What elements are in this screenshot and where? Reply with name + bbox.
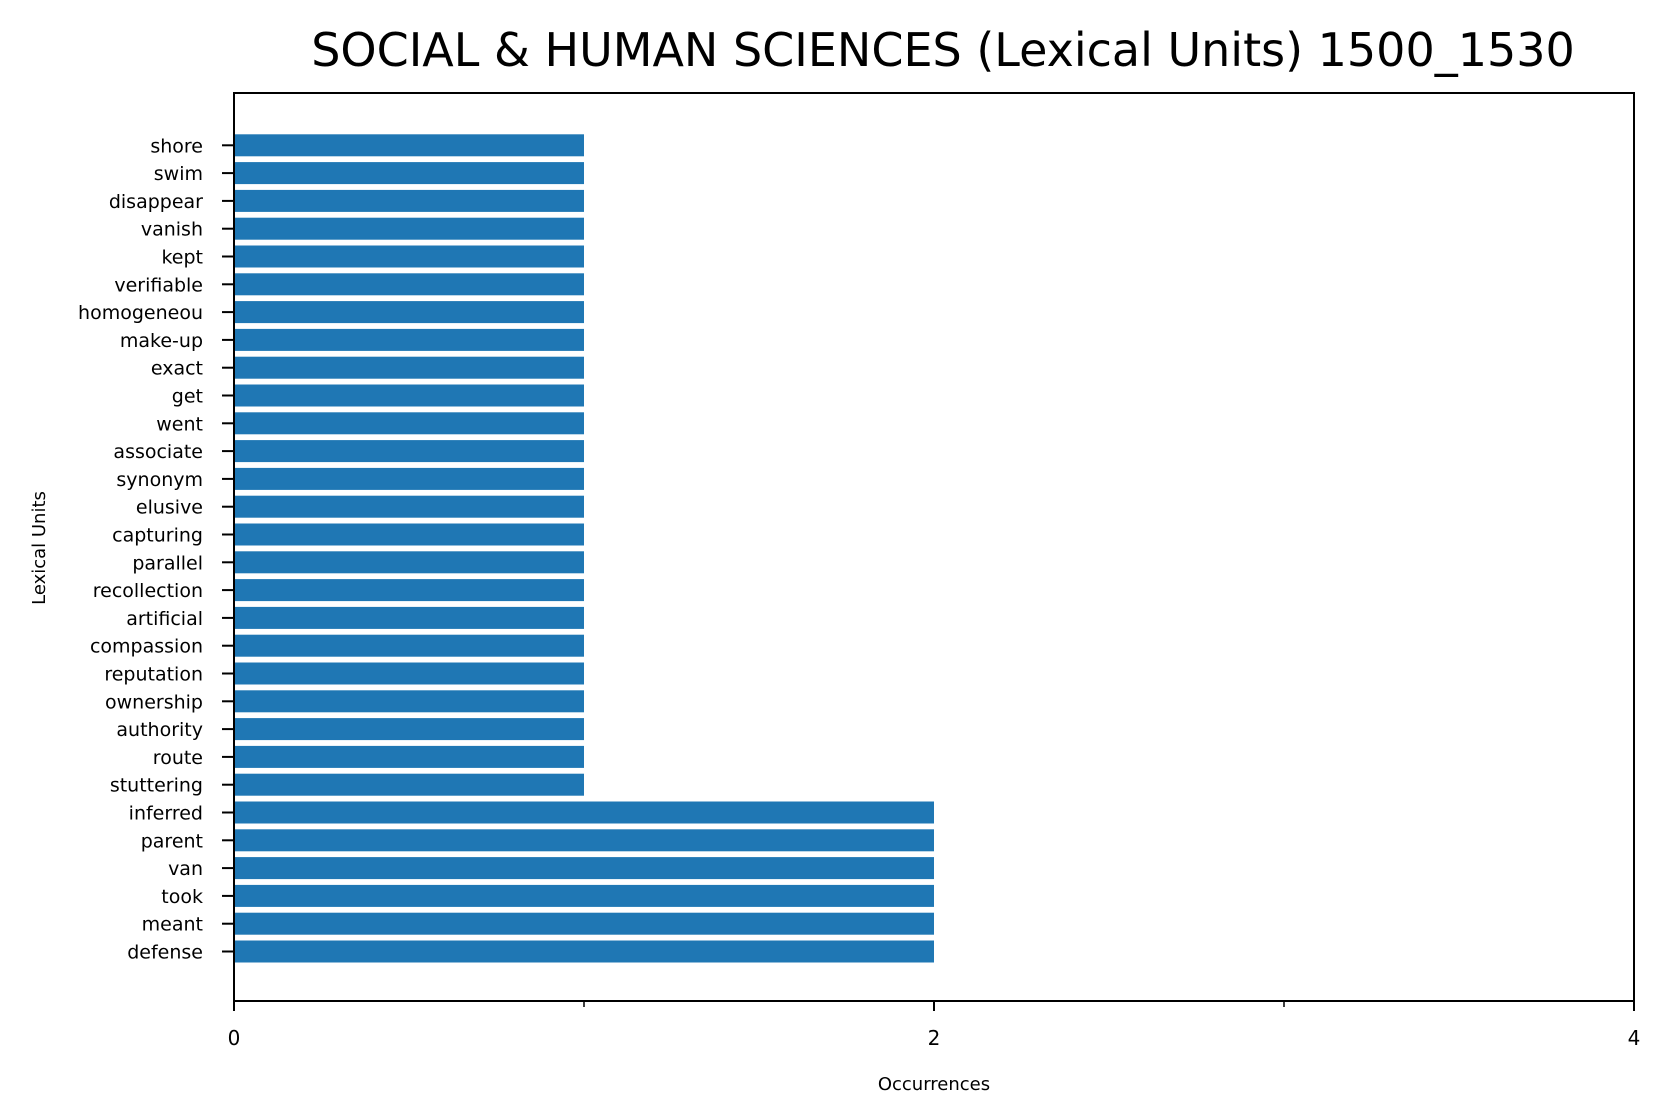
bar-homogeneou — [234, 301, 584, 324]
x-tick-label: 4 — [1628, 1026, 1641, 1050]
y-tick-label: get — [172, 386, 203, 408]
bar-inferred — [234, 801, 934, 824]
y-tick-label: synonym — [116, 469, 203, 491]
y-tick-label: took — [161, 886, 203, 908]
y-tick-label: authority — [116, 719, 203, 741]
bar-reputation — [234, 662, 584, 685]
bar-verifiable — [234, 273, 584, 296]
y-ticks-group: defense meant took van parent inferred stutter… — [78, 135, 234, 964]
bar-recollection — [234, 579, 584, 602]
bar-artificial — [234, 606, 584, 629]
bar-van — [234, 857, 934, 880]
bar-capturing — [234, 523, 584, 546]
bar-vanish — [234, 217, 584, 240]
y-tick-label: make-up — [120, 330, 203, 352]
y-tick-label: route — [153, 747, 203, 769]
bar-took — [234, 884, 934, 907]
y-tick-label: disappear — [109, 191, 203, 213]
bar-ownership — [234, 690, 584, 713]
bar-make-up — [234, 328, 584, 351]
y-tick-label: kept — [161, 247, 203, 269]
x-tick-label: 0 — [228, 1026, 241, 1050]
y-tick-label: parent — [141, 830, 203, 852]
bar-stuttering — [234, 773, 584, 796]
y-tick-label: ownership — [105, 691, 203, 713]
chart-title: SOCIAL & HUMAN SCIENCES (Lexical Units) … — [311, 23, 1575, 77]
plot-frame — [233, 92, 1635, 1002]
bar-swim — [234, 162, 584, 185]
bar-get — [234, 384, 584, 407]
y-tick-label: shore — [150, 135, 203, 157]
bar-kept — [234, 245, 584, 268]
bar-exact — [234, 356, 584, 379]
y-tick-label: associate — [113, 441, 203, 463]
y-tick-label: artificial — [126, 608, 203, 630]
y-axis-label: Lexical Units — [29, 491, 50, 605]
bar-defense — [234, 940, 934, 963]
bar-disappear — [234, 189, 584, 212]
bar-went — [234, 412, 584, 435]
y-tick-label: recollection — [93, 580, 203, 602]
bar-synonym — [234, 467, 584, 490]
bar-parallel — [234, 551, 584, 574]
y-tick-label: swim — [154, 163, 203, 185]
y-tick-label: exact — [151, 358, 203, 380]
bar-parent — [234, 829, 934, 852]
y-tick-label: elusive — [136, 497, 203, 519]
bar-compassion — [234, 634, 584, 657]
bar-associate — [234, 440, 584, 463]
y-tick-label: vanish — [141, 219, 203, 241]
y-tick-label: went — [156, 413, 203, 435]
bar-authority — [234, 718, 584, 741]
bar-route — [234, 745, 584, 768]
y-tick-label: van — [168, 858, 203, 880]
bar-shore — [234, 134, 584, 157]
x-tick-label: 2 — [928, 1026, 941, 1050]
y-tick-label: capturing — [112, 525, 203, 547]
y-tick-label: stuttering — [110, 775, 203, 797]
bars-group — [234, 134, 934, 963]
y-tick-label: defense — [127, 942, 203, 964]
bar-meant — [234, 912, 934, 935]
y-tick-label: parallel — [132, 552, 203, 574]
x-axis-label: Occurrences — [878, 1074, 990, 1095]
y-tick-label: reputation — [104, 664, 203, 686]
bar-elusive — [234, 495, 584, 518]
y-tick-label: verifiable — [114, 274, 203, 296]
y-tick-label: inferred — [129, 803, 203, 825]
y-tick-label: homogeneou — [78, 302, 203, 324]
y-tick-label: meant — [142, 914, 203, 936]
y-tick-label: compassion — [90, 636, 203, 658]
